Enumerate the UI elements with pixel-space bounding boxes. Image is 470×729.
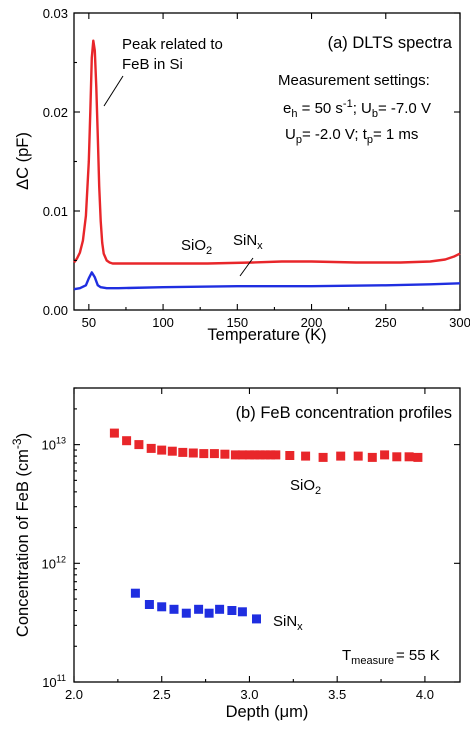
panel-a-y-ticks: 0.00 0.01 0.02 0.03 (43, 6, 460, 318)
dlts-spectra-panel: 50 100 150 200 250 300 0.00 0.01 0.02 0.03 Tempe… (14, 6, 470, 344)
panel-b-point-0 (336, 451, 346, 461)
panel-b-point-0 (353, 451, 363, 461)
panel-b-point-0 (167, 446, 177, 456)
panel-a-x-tick-label: 150 (226, 315, 248, 330)
panel-b-point-0 (413, 452, 423, 462)
panel-b-point-1 (237, 607, 247, 617)
panel-a-x-tick-label: 300 (449, 315, 470, 330)
panel-a-sio2-label: SiO2 (181, 237, 212, 257)
panel-b-point-0 (109, 428, 119, 438)
panel-a-x-tick-label: 200 (301, 315, 323, 330)
panel-a-y-tick-label: 0.00 (43, 303, 68, 318)
panel-b-point-0 (209, 449, 219, 459)
panel-b-x-tick-label: 4.0 (416, 687, 434, 702)
panel-b-point-0 (255, 450, 265, 460)
panel-b-point-0 (122, 436, 132, 446)
panel-b-point-1 (215, 604, 225, 614)
panel-a-sinx-leader (239, 257, 254, 277)
panel-a-y-axis-title: ΔC (pF) (14, 132, 32, 190)
panel-a-title: (a) DLTS spectra (328, 34, 453, 52)
panel-b-x-tick-label: 3.5 (328, 687, 346, 702)
panel-b-y-ticks: 1011 1012 1013 (42, 387, 460, 690)
panel-b-x-axis-title: Depth (μm) (226, 703, 309, 721)
panel-b-point-0 (285, 451, 295, 460)
panel-b-point-1 (227, 606, 237, 615)
panel-b-y-axis-title: Concentration of FeB (cm-3) (10, 433, 32, 637)
measurement-settings-row1: eh = 50 s-1; Ub= -7.0 V (283, 98, 431, 120)
panel-b-point-0 (392, 452, 402, 462)
panel-b-point-1 (144, 600, 154, 609)
panel-b-point-0 (301, 451, 311, 461)
panel-b-y-tick-label: 1013 (42, 436, 66, 453)
panel-b-point-0 (260, 450, 270, 460)
panel-b-point-0 (367, 452, 377, 462)
panel-b-point-0 (188, 448, 198, 458)
panel-b-x-tick-label: 2.0 (65, 687, 83, 702)
panel-b-point-0 (271, 450, 281, 460)
panel-b-point-0 (199, 449, 209, 459)
panel-b-sinx-label: SiNx (273, 613, 303, 633)
measurement-settings-header: Measurement settings: (278, 72, 430, 89)
panel-b-point-1 (157, 602, 167, 612)
panel-b-point-0 (318, 452, 328, 462)
panel-b-point-0 (380, 450, 390, 460)
panel-b-series (109, 428, 423, 624)
panel-b-point-1 (194, 604, 204, 614)
panel-b-x-tick-label: 3.0 (240, 687, 258, 702)
panel-b-title: (b) FeB concentration profiles (236, 404, 452, 422)
panel-b-point-1 (181, 608, 191, 618)
panel-b-point-0 (146, 443, 156, 453)
panel-b-point-0 (237, 450, 247, 460)
panel-b-point-0 (220, 449, 230, 459)
peak-annotation-line1: Peak related to (122, 36, 223, 53)
panel-b-point-0 (157, 445, 167, 455)
panel-b-point-0 (250, 450, 260, 460)
peak-annotation-line2: FeB in Si (122, 56, 183, 73)
panel-a-x-tick-label: 250 (375, 315, 397, 330)
panel-b-point-1 (204, 608, 214, 618)
panel-b-point-0 (404, 452, 414, 462)
panel-b-point-0 (134, 440, 144, 450)
panel-b-point-0 (245, 450, 254, 460)
panel-b-point-0 (230, 450, 240, 460)
panel-a-y-tick-label: 0.01 (43, 204, 68, 219)
panel-a-series-line-1 (73, 271, 461, 291)
panel-b-x-ticks: 2.0 2.5 3.0 3.5 4.0 (65, 388, 434, 702)
panel-b-y-tick-label: 1012 (42, 554, 66, 571)
measurement-settings-row2: Up= -2.0 V; tp= 1 ms (285, 126, 418, 146)
panel-a-x-ticks: 50 100 150 200 250 300 (82, 13, 470, 330)
panel-b-point-0 (266, 450, 275, 460)
t-measure-label: Tmeasure = 55 K (342, 647, 440, 667)
panel-b-point-1 (252, 614, 261, 624)
panel-b-frame (73, 387, 461, 683)
panel-a-sinx-label: SiNx (233, 232, 263, 252)
peak-annotation-leader (103, 75, 124, 107)
panel-b-y-tick-label: 1011 (42, 673, 66, 690)
panel-a-series (73, 39, 461, 291)
panel-a-series-line-0 (73, 39, 461, 265)
panel-b-point-1 (169, 604, 179, 614)
panel-b-sio2-label: SiO2 (290, 477, 321, 497)
panel-b-point-1 (130, 588, 140, 598)
panel-a-y-tick-label: 0.02 (43, 105, 68, 120)
panel-b-x-tick-label: 2.5 (153, 687, 171, 702)
panel-a-x-tick-label: 100 (152, 315, 174, 330)
panel-b-point-0 (178, 447, 188, 457)
panel-a-x-tick-label: 50 (82, 315, 96, 330)
panel-a-y-tick-label: 0.03 (43, 6, 68, 21)
panel-a-x-axis-title: Temperature (K) (207, 326, 326, 344)
